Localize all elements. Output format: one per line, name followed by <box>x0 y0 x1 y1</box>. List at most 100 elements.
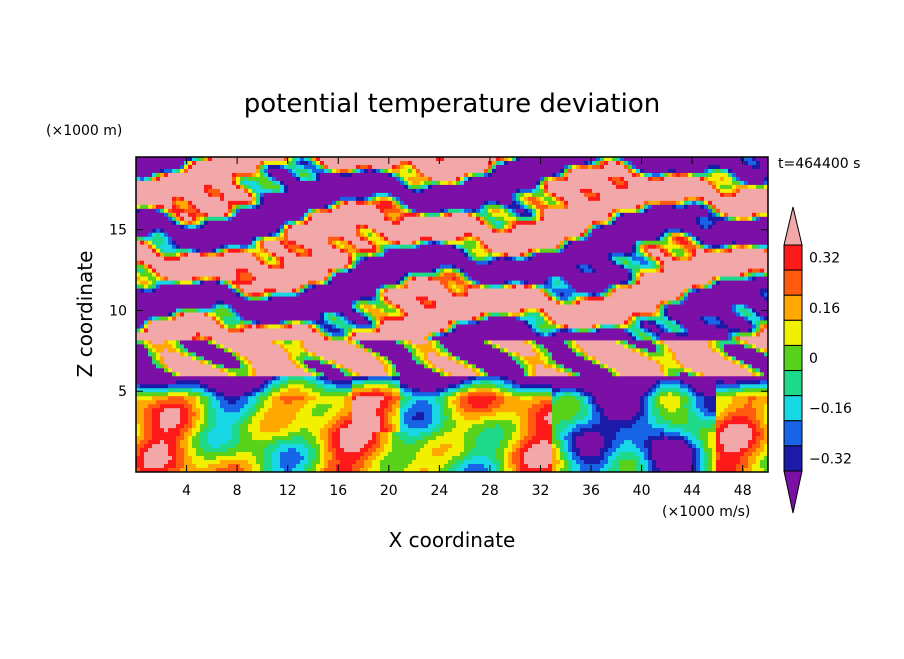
contour-cell <box>516 232 521 238</box>
contour-cell <box>316 236 321 242</box>
contour-cell <box>752 240 757 246</box>
contour-cell <box>624 232 629 238</box>
contour-cell <box>360 268 365 274</box>
contour-cell <box>160 276 165 282</box>
contour-cell <box>340 248 345 254</box>
contour-cell <box>612 276 617 282</box>
contour-cell <box>320 196 325 202</box>
contour-cell <box>156 196 161 202</box>
contour-cell <box>304 168 309 174</box>
contour-cell <box>324 164 329 170</box>
contour-cell <box>728 212 733 218</box>
contour-cell <box>464 160 469 166</box>
contour-cell <box>548 180 553 186</box>
contour-cell <box>392 228 397 234</box>
contour-cell <box>636 164 641 170</box>
contour-cell <box>276 264 281 270</box>
contour-cell <box>496 248 501 254</box>
contour-cell <box>316 184 321 190</box>
contour-cell <box>728 268 733 274</box>
contour-cell <box>716 200 721 206</box>
contour-cell <box>360 184 365 190</box>
contour-cell <box>200 252 205 258</box>
contour-cell <box>728 236 733 242</box>
contour-cell <box>468 216 473 222</box>
contour-cell <box>460 224 465 230</box>
contour-cell <box>544 216 549 222</box>
contour-cell <box>720 264 725 270</box>
contour-cell <box>428 232 433 238</box>
contour-cell <box>728 200 733 206</box>
contour-cell <box>296 244 301 250</box>
contour-cell <box>156 188 161 194</box>
contour-cell <box>556 216 561 222</box>
contour-cell <box>456 212 461 218</box>
contour-cell <box>612 204 617 210</box>
contour-cell <box>168 157 173 162</box>
contour-cell <box>680 157 685 162</box>
contour-cell <box>720 240 725 246</box>
contour-cell <box>576 232 581 238</box>
contour-cell <box>560 264 565 270</box>
contour-cell <box>516 220 521 226</box>
contour-cell <box>528 157 533 162</box>
contour-cell <box>592 228 597 234</box>
contour-cell <box>456 236 461 242</box>
contour-cell <box>260 260 265 266</box>
contour-cell <box>172 236 177 242</box>
contour-cell <box>276 216 281 222</box>
contour-cell <box>364 184 369 190</box>
contour-cell <box>152 264 157 270</box>
contour-cell <box>764 224 768 230</box>
contour-cell <box>612 176 617 182</box>
contour-cell <box>460 208 465 214</box>
contour-cell <box>524 244 529 250</box>
contour-cell <box>504 208 509 214</box>
contour-cell <box>440 196 445 202</box>
contour-cell <box>568 200 573 206</box>
contour-cell <box>136 157 141 162</box>
contour-cell <box>612 220 617 226</box>
contour-cell <box>708 160 713 166</box>
contour-cell <box>624 204 629 210</box>
contour-cell <box>556 200 561 206</box>
contour-cell <box>188 157 193 162</box>
contour-cell <box>400 252 405 258</box>
contour-cell <box>320 276 325 282</box>
contour-cell <box>648 208 653 214</box>
contour-cell <box>184 208 189 214</box>
contour-cell <box>176 220 181 226</box>
contour-cell <box>764 172 768 178</box>
contour-cell <box>400 184 405 190</box>
contour-cell <box>696 244 701 250</box>
contour-cell <box>440 192 445 198</box>
contour-cell <box>728 160 733 166</box>
contour-cell <box>248 192 253 198</box>
contour-cell <box>332 280 337 286</box>
contour-cell <box>500 280 505 286</box>
contour-cell <box>184 224 189 230</box>
contour-cell <box>268 184 273 190</box>
contour-cell <box>288 208 293 214</box>
contour-cell <box>752 200 757 206</box>
contour-cell <box>400 208 405 214</box>
contour-cell <box>212 260 217 266</box>
contour-cell <box>732 268 737 274</box>
contour-cell <box>380 280 385 286</box>
contour-cell <box>548 192 553 198</box>
contour-cell <box>680 264 685 270</box>
contour-cell <box>720 208 725 214</box>
contour-cell <box>752 260 757 266</box>
contour-cell <box>220 204 225 210</box>
contour-cell <box>472 280 477 286</box>
contour-cell <box>220 160 225 166</box>
contour-cell <box>696 204 701 210</box>
contour-cell <box>664 208 669 214</box>
contour-cell <box>680 276 685 282</box>
contour-cell <box>144 180 149 186</box>
contour-cell <box>288 176 293 182</box>
contour-cell <box>168 268 173 274</box>
contour-cell <box>696 157 701 162</box>
contour-cell <box>232 220 237 226</box>
contour-cell <box>228 164 233 170</box>
